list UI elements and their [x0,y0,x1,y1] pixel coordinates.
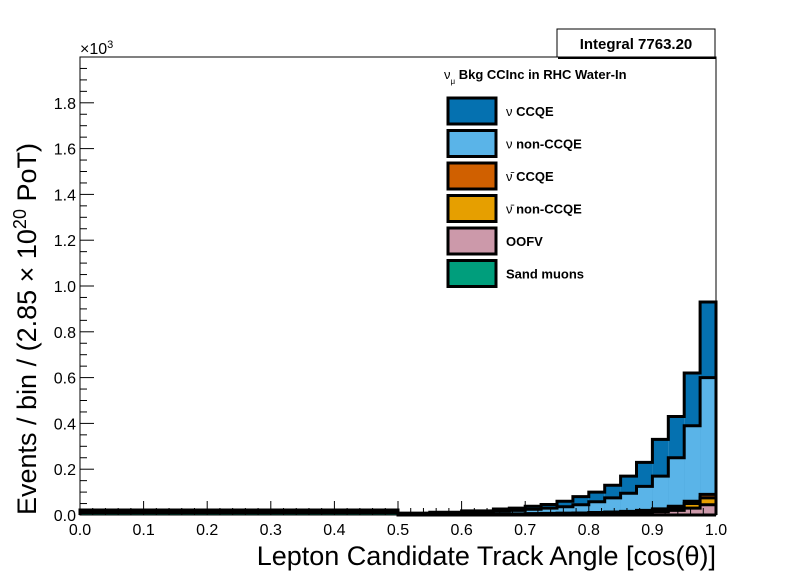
bar-oofv-17 [700,504,716,515]
x-tick-label: 0.3 [260,522,282,539]
y-axis-title: Events / bin / (2.85 × 1020 PoT) [10,143,42,515]
legend-entry-antiqe: ν̄ CCQE [446,161,554,191]
x-axis-ticks: 0.0 0.1 0.2 0.3 0.4 0.5 0.6 0.7 0.8 0.9 1.0 [69,501,727,539]
x-tick-label: 1.0 [705,522,727,539]
x-tick-label: 0.1 [132,522,154,539]
legend: νμ Bkg CCInc in RHC Water-In ν CCQE ν non… [444,67,627,288]
bar-nonccqe-14 [652,476,669,515]
legend-swatch-antinonccqe [446,194,498,223]
bar-nonccqe-7 [541,508,557,515]
y-tick-label: 0.0 [54,508,76,525]
legend-header: νμ Bkg CCInc in RHC Water-In [444,67,627,86]
legend-label-ccqe: ν CCQE [506,104,554,119]
bar-nonccqe-8 [557,506,573,515]
bar-nonccqe-16 [684,425,701,515]
y-tick-label: 1.2 [54,233,76,250]
legend-entry-nonccqe: ν non-CCQE [446,129,582,158]
integral-box [556,28,716,58]
legend-label-antinonccqe: ν̄ non-CCQE [506,202,582,217]
bar-nonccqe-12 [620,493,637,515]
bar-nonccqe-9 [572,504,589,515]
y-tick-label: 0.2 [54,462,76,479]
x-axis-title: Lepton Candidate Track Angle [cos(θ)] [257,541,716,571]
bar-oofv-16 [684,508,701,515]
bar-nonccqe-17 [700,377,716,515]
integral-label: Integral 7763.20 [580,36,693,53]
y-tick-label: 0.6 [54,371,76,388]
x-tick-label: 0.8 [578,522,600,539]
legend-label-nonccqe: ν non-CCQE [506,137,582,152]
x-tick-label: 0.9 [641,522,663,539]
x-tick-label: 0.4 [323,522,345,539]
y-multiplier: ×103 [80,39,113,58]
y-tick-label: 0.8 [54,325,76,342]
legend-swatch-oofv [446,226,498,256]
x-tick-label: 0.2 [196,522,218,539]
legend-label-antiqe: ν̄ CCQE [506,169,554,184]
histogram-bars [78,300,718,517]
y-axis-ticks: 0.0 0.2 0.4 0.6 0.8 1.0 1.2 1.4 1.6 1.8 [54,56,94,525]
bar-nonccqe-15 [668,457,685,515]
legend-swatch-ccqe [446,96,498,126]
bar-nonccqe-13 [636,486,653,515]
x-tick-label: 0.6 [450,522,472,539]
x-tick-label: 0.0 [69,522,91,539]
legend-swatch-antiqe [446,161,498,191]
legend-label-sand: Sand muons [506,267,584,282]
y-tick-label: 1.0 [54,279,76,296]
legend-swatch-nonccqe [446,129,498,158]
legend-entry-oofv: OOFV [446,226,543,256]
legend-entry-ccqe: ν CCQE [446,96,554,126]
legend-entry-antinonccqe: ν̄ non-CCQE [446,194,582,223]
bar-oofv-14 [652,511,669,515]
legend-label-oofv: OOFV [506,234,543,249]
legend-swatch-sand [446,259,498,288]
legend-entry-sand: Sand muons [446,259,584,288]
x-tick-label: 0.7 [514,522,536,539]
bar-oofv-15 [668,510,685,515]
x-tick-label: 0.5 [387,522,409,539]
y-tick-label: 1.4 [54,187,76,204]
y-tick-label: 1.6 [54,142,76,159]
y-tick-label: 0.4 [54,416,76,433]
y-tick-label: 1.8 [54,96,76,113]
